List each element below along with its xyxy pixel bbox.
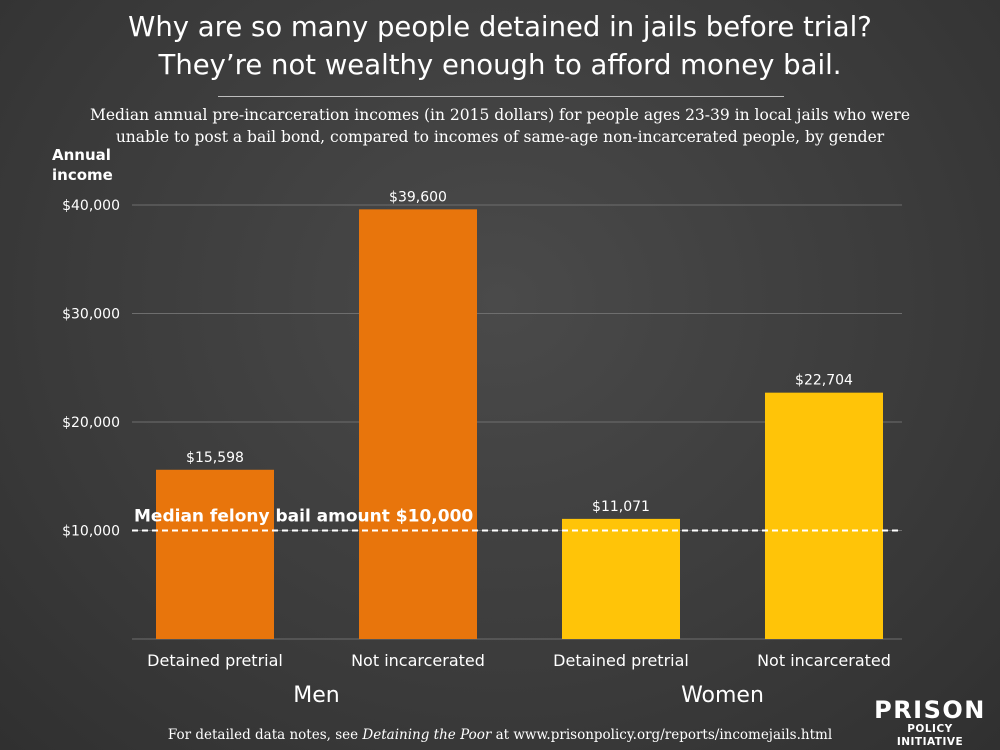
y-axis-title-line-2: income	[52, 166, 113, 184]
footer-suffix: at www.prisonpolicy.org/reports/incomeja…	[491, 727, 833, 743]
bar	[562, 518, 680, 639]
y-axis-title: Annual income	[52, 145, 113, 185]
title-line-1: Why are so many people detained in jails…	[128, 11, 872, 43]
y-tick-label: $40,000	[62, 198, 120, 214]
bar	[359, 209, 477, 639]
logo-line-2: POLICY INITIATIVE	[896, 723, 964, 748]
category-label: Detained pretrial	[553, 651, 689, 670]
group-label: Men	[293, 683, 339, 708]
bar-value-label: $15,598	[186, 450, 244, 466]
bar-value-label: $39,600	[389, 189, 447, 205]
footer-prefix: For detailed data notes, see	[167, 727, 363, 743]
y-tick-label: $10,000	[62, 524, 120, 540]
y-tick-label: $20,000	[62, 415, 120, 431]
prison-policy-initiative-logo: PRISON POLICY INITIATIVE	[872, 697, 988, 749]
y-axis-title-line-1: Annual	[52, 146, 111, 164]
subtitle-line-2: unable to post a bail bond, compared to …	[115, 128, 885, 146]
footer-note: For detailed data notes, see Detaining t…	[0, 727, 1000, 743]
title-line-2: They’re not wealthy enough to afford mon…	[158, 49, 842, 81]
logo-line-1: PRISON	[874, 696, 986, 724]
median-bail-label: Median felony bail amount $10,000	[134, 507, 473, 527]
chart-title: Why are so many people detained in jails…	[0, 8, 1000, 84]
subtitle-line-1: Median annual pre-incarceration incomes …	[89, 106, 911, 124]
category-label: Not incarcerated	[351, 651, 485, 670]
footer-report-title: Detaining the Poor	[362, 727, 492, 743]
bar-value-label: $22,704	[795, 373, 853, 389]
y-tick-label: $30,000	[62, 307, 120, 323]
title-divider	[218, 96, 784, 97]
category-label: Not incarcerated	[757, 651, 891, 670]
group-label: Women	[681, 683, 764, 708]
bar-value-label: $11,071	[592, 499, 650, 515]
category-label: Detained pretrial	[147, 651, 283, 670]
chart-subtitle: Median annual pre-incarceration incomes …	[0, 104, 1000, 148]
bar	[156, 469, 274, 639]
bar	[765, 392, 883, 639]
